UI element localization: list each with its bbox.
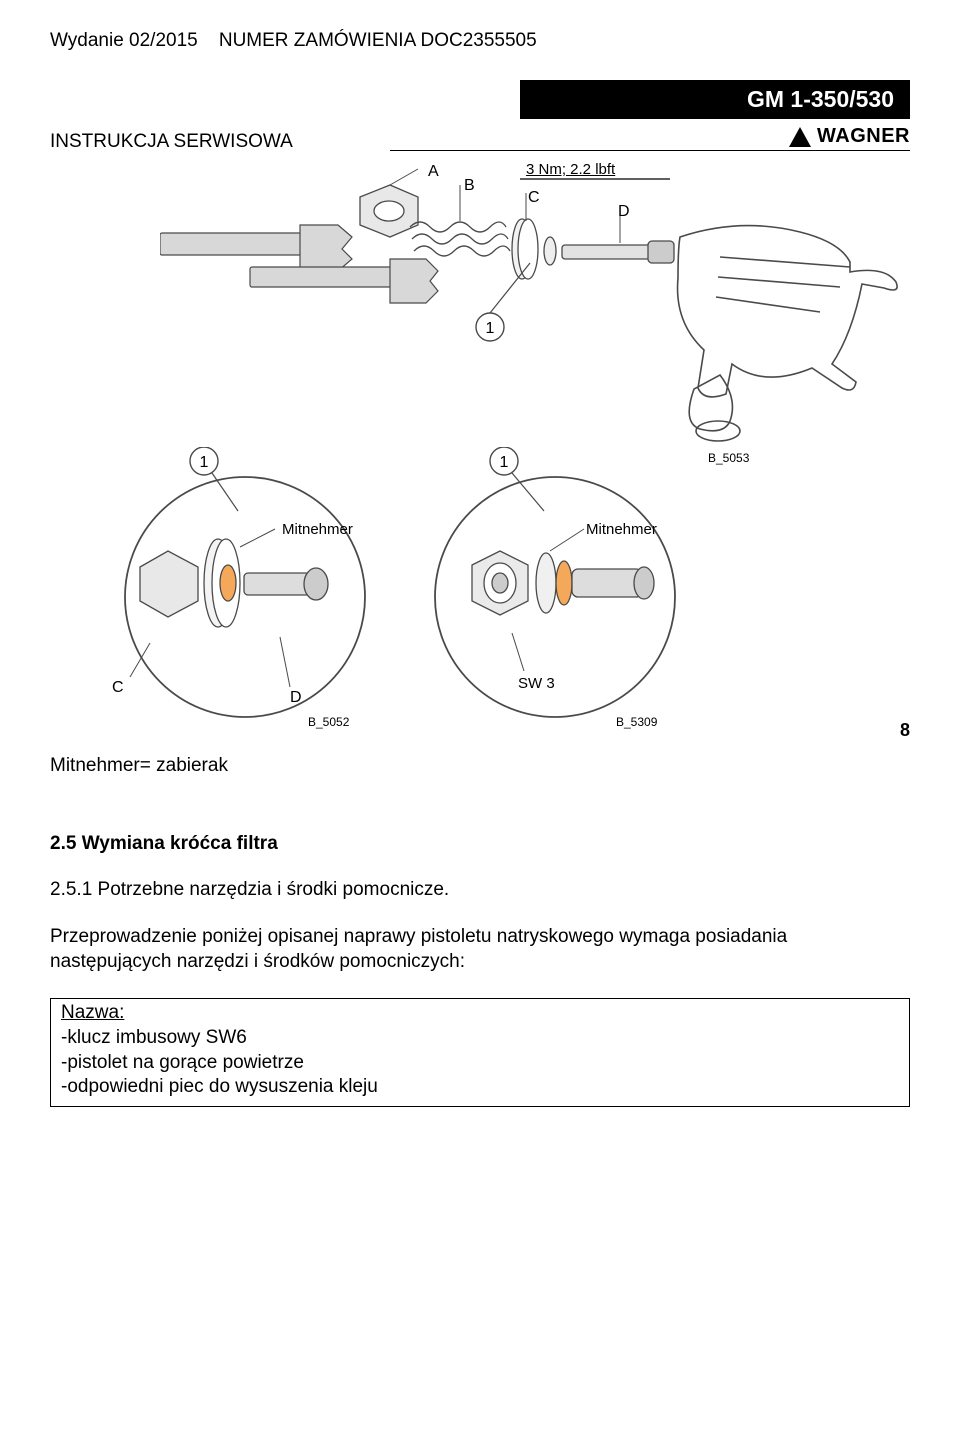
- tool-item: -klucz imbusowy SW6: [61, 1027, 247, 1048]
- top-exploded-view: 1: [160, 167, 920, 457]
- detail1-d: D: [290, 689, 302, 707]
- svg-text:1: 1: [200, 454, 209, 471]
- toolbox-name-label: Nazwa:: [61, 1002, 124, 1023]
- label-b: B: [464, 177, 475, 195]
- detail1-mitnehmer: Mitnehmer: [282, 521, 353, 538]
- label-d: D: [618, 203, 630, 221]
- imgref-2: B_5309: [616, 715, 657, 729]
- exploded-diagram: 1 A B C D 3 Nm; 2.2 lbft B_5053: [50, 167, 910, 727]
- diagram-caption: Mitnehmer= zabierak: [50, 755, 910, 777]
- doc-title: INSTRUKCJA SERWISOWA: [50, 131, 910, 153]
- brand-triangle-icon: [789, 127, 811, 147]
- svg-text:1: 1: [486, 320, 495, 337]
- label-c: C: [528, 189, 540, 207]
- edition-label: Wydanie: [50, 30, 124, 51]
- imgref-3: B_5053: [708, 451, 749, 465]
- page-number: 8: [900, 720, 910, 741]
- tool-item: -odpowiedni piec do wysuszenia kleju: [61, 1076, 378, 1097]
- order-label: NUMER ZAMÓWIENIA: [219, 30, 415, 51]
- detail-circle-2: 1: [400, 447, 710, 727]
- section-heading: 2.5 Wymiana króćca filtra: [50, 833, 910, 855]
- header-line: Wydanie 02/2015 NUMER ZAMÓWIENIA DOC2355…: [50, 30, 910, 52]
- tool-box: Nazwa: -klucz imbusowy SW6 -pistolet na …: [50, 998, 910, 1107]
- svg-text:1: 1: [500, 454, 509, 471]
- imgref-1: B_5052: [308, 715, 349, 729]
- detail1-c: C: [112, 679, 124, 697]
- order-value: DOC2355505: [420, 30, 536, 51]
- label-a: A: [428, 163, 439, 181]
- edition-value: 02/2015: [129, 30, 198, 51]
- detail-circle-1: 1: [90, 447, 400, 727]
- label-torque: 3 Nm; 2.2 lbft: [526, 161, 615, 178]
- section-paragraph: Przeprowadzenie poniżej opisanej naprawy…: [50, 925, 910, 974]
- detail2-mitnehmer: Mitnehmer: [586, 521, 657, 538]
- detail2-sw3: SW 3: [518, 675, 555, 692]
- section-subheading: 2.5.1 Potrzebne narzędzia i środki pomoc…: [50, 879, 910, 901]
- brand-name: WAGNER: [817, 125, 910, 148]
- tool-item: -pistolet na gorące powietrze: [61, 1052, 304, 1073]
- model-label: GM 1-350/530: [520, 80, 910, 119]
